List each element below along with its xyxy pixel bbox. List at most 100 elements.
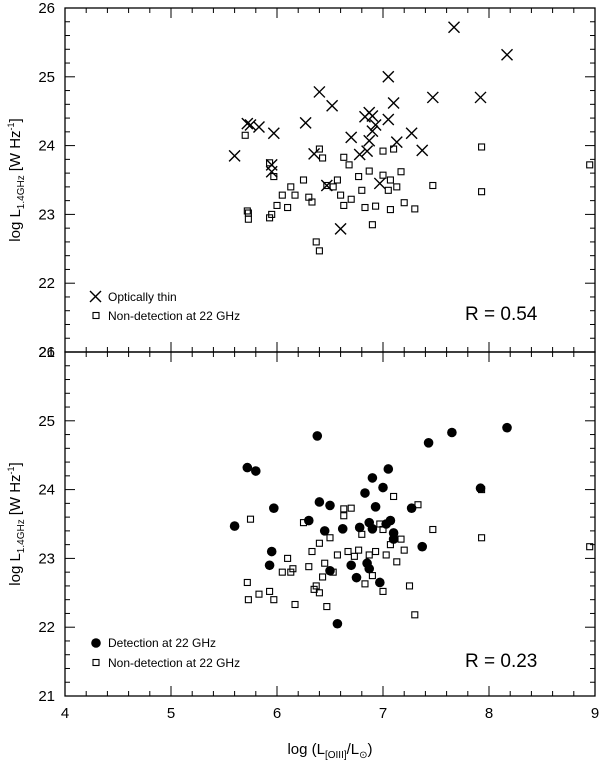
- y-tick-label: 22: [38, 275, 55, 292]
- y-tick-label: 22: [38, 619, 55, 636]
- non-detection-point: [308, 547, 316, 556]
- bottom-panel: 21 22 23 24 25 26 4 5 6 7 8 9 log L1.4GHz [W Hz-1] D…: [6, 344, 599, 722]
- non-detection-point: [361, 203, 369, 212]
- detection-point: [346, 560, 357, 571]
- detection-point: [370, 502, 381, 512]
- top-legend-label-non-detection: Non-detection at 22 GHz: [108, 309, 240, 323]
- detection-point: [319, 526, 330, 536]
- top-correlation-label: R = 0.54: [465, 304, 538, 325]
- non-detection-point: [243, 578, 251, 587]
- bottom-y-title-unit: [W Hz: [7, 474, 24, 515]
- x-title-sub: [OIII]: [325, 750, 347, 761]
- non-detection-point: [347, 195, 355, 203]
- detection-point: [375, 577, 385, 588]
- non-detection-point: [312, 582, 320, 590]
- optically-thin-point: [241, 117, 254, 130]
- detection-point: [447, 427, 457, 438]
- detection-point: [312, 431, 323, 441]
- non-detection-point: [379, 147, 387, 155]
- non-detection-point: [386, 206, 394, 214]
- bottom-legend-square-marker: [92, 658, 100, 667]
- top-marks: [228, 21, 594, 255]
- non-detection-point: [284, 203, 292, 212]
- optically-thin-point: [308, 147, 321, 160]
- non-detection-point: [289, 565, 297, 573]
- optically-thin-point: [405, 127, 418, 140]
- optically-thin-point: [366, 110, 379, 123]
- x-tick-label: 4: [61, 705, 69, 722]
- non-detection-point: [358, 186, 366, 194]
- bottom-legend-circle-marker: [91, 638, 101, 648]
- non-detection-point: [361, 580, 369, 588]
- non-detection-point: [365, 167, 373, 175]
- non-detection-point: [379, 587, 387, 595]
- bottom-legend-label-detection: Detection at 22 GHz: [108, 636, 216, 650]
- top-legend-x-marker: [89, 290, 102, 303]
- non-detection-point: [291, 600, 299, 609]
- x-tick-label: 9: [591, 705, 599, 722]
- non-detection-point: [291, 191, 299, 199]
- y-tick-label: 26: [38, 0, 55, 17]
- optically-thin-point: [382, 113, 395, 126]
- non-detection-point: [329, 183, 337, 191]
- non-detection-point: [340, 512, 348, 520]
- non-detection-point: [414, 501, 422, 509]
- optically-thin-point: [345, 131, 358, 144]
- non-detection-point: [337, 191, 345, 199]
- detection-point: [367, 473, 378, 483]
- non-detection-point: [299, 176, 308, 184]
- y-tick-label: 23: [38, 550, 55, 567]
- detection-point: [266, 546, 277, 557]
- x-tick-label: 6: [273, 705, 281, 722]
- non-detection-point: [305, 563, 313, 571]
- optically-thin-point: [267, 127, 280, 140]
- non-detection-point: [384, 186, 392, 194]
- detection-point: [423, 438, 434, 448]
- non-detection-point: [329, 568, 337, 576]
- y-tick-label: 23: [38, 206, 55, 223]
- optically-thin-point: [313, 85, 326, 98]
- top-legend: Optically thin Non-detection at 22 GHz: [89, 290, 240, 323]
- non-detection-point: [319, 573, 327, 581]
- bottom-marks: [229, 422, 594, 629]
- optically-thin-point: [334, 222, 347, 235]
- non-detection-point: [429, 525, 437, 534]
- top-legend-square-marker: [92, 311, 100, 320]
- non-detection-point: [586, 161, 594, 169]
- detection-point: [242, 462, 253, 473]
- optically-thin-point: [299, 116, 312, 129]
- detection-point: [332, 618, 343, 629]
- detection-point: [383, 464, 394, 474]
- non-detection-point: [478, 143, 486, 151]
- detection-point: [314, 497, 325, 507]
- non-detection-point: [315, 589, 323, 597]
- x-tick-label: 8: [485, 705, 493, 722]
- detection-point: [229, 521, 240, 531]
- bottom-plot-frame: [64, 351, 596, 697]
- non-detection-point: [278, 191, 286, 199]
- optically-thin-point: [369, 118, 382, 131]
- bottom-y-title-main: log L: [7, 553, 24, 586]
- detection-point: [251, 466, 261, 476]
- top-y-title-unit-sup: -1: [6, 122, 16, 130]
- optically-thin-point: [416, 144, 429, 157]
- optically-thin-point: [353, 148, 366, 161]
- top-y-title-unit: [W Hz: [7, 130, 24, 171]
- non-detection-point: [266, 159, 274, 167]
- non-detection-point: [390, 145, 398, 153]
- non-detection-point: [345, 161, 353, 169]
- optically-thin-point: [361, 145, 374, 158]
- bottom-legend: Detection at 22 GHz Non-detection at 22 …: [91, 636, 240, 670]
- x-title-prefix: log (L: [287, 741, 325, 758]
- non-detection-point: [312, 238, 320, 246]
- non-detection-point: [270, 596, 278, 604]
- non-detection-point: [382, 551, 390, 559]
- bottom-y-title-unit-close: ]: [7, 462, 24, 466]
- non-detection-point: [340, 201, 348, 210]
- non-detection-point: [340, 505, 348, 513]
- non-detection-point: [350, 552, 358, 560]
- non-detection-point: [326, 534, 334, 542]
- bottom-y-title-unit-sup: -1: [6, 466, 16, 474]
- non-detection-point: [321, 559, 329, 567]
